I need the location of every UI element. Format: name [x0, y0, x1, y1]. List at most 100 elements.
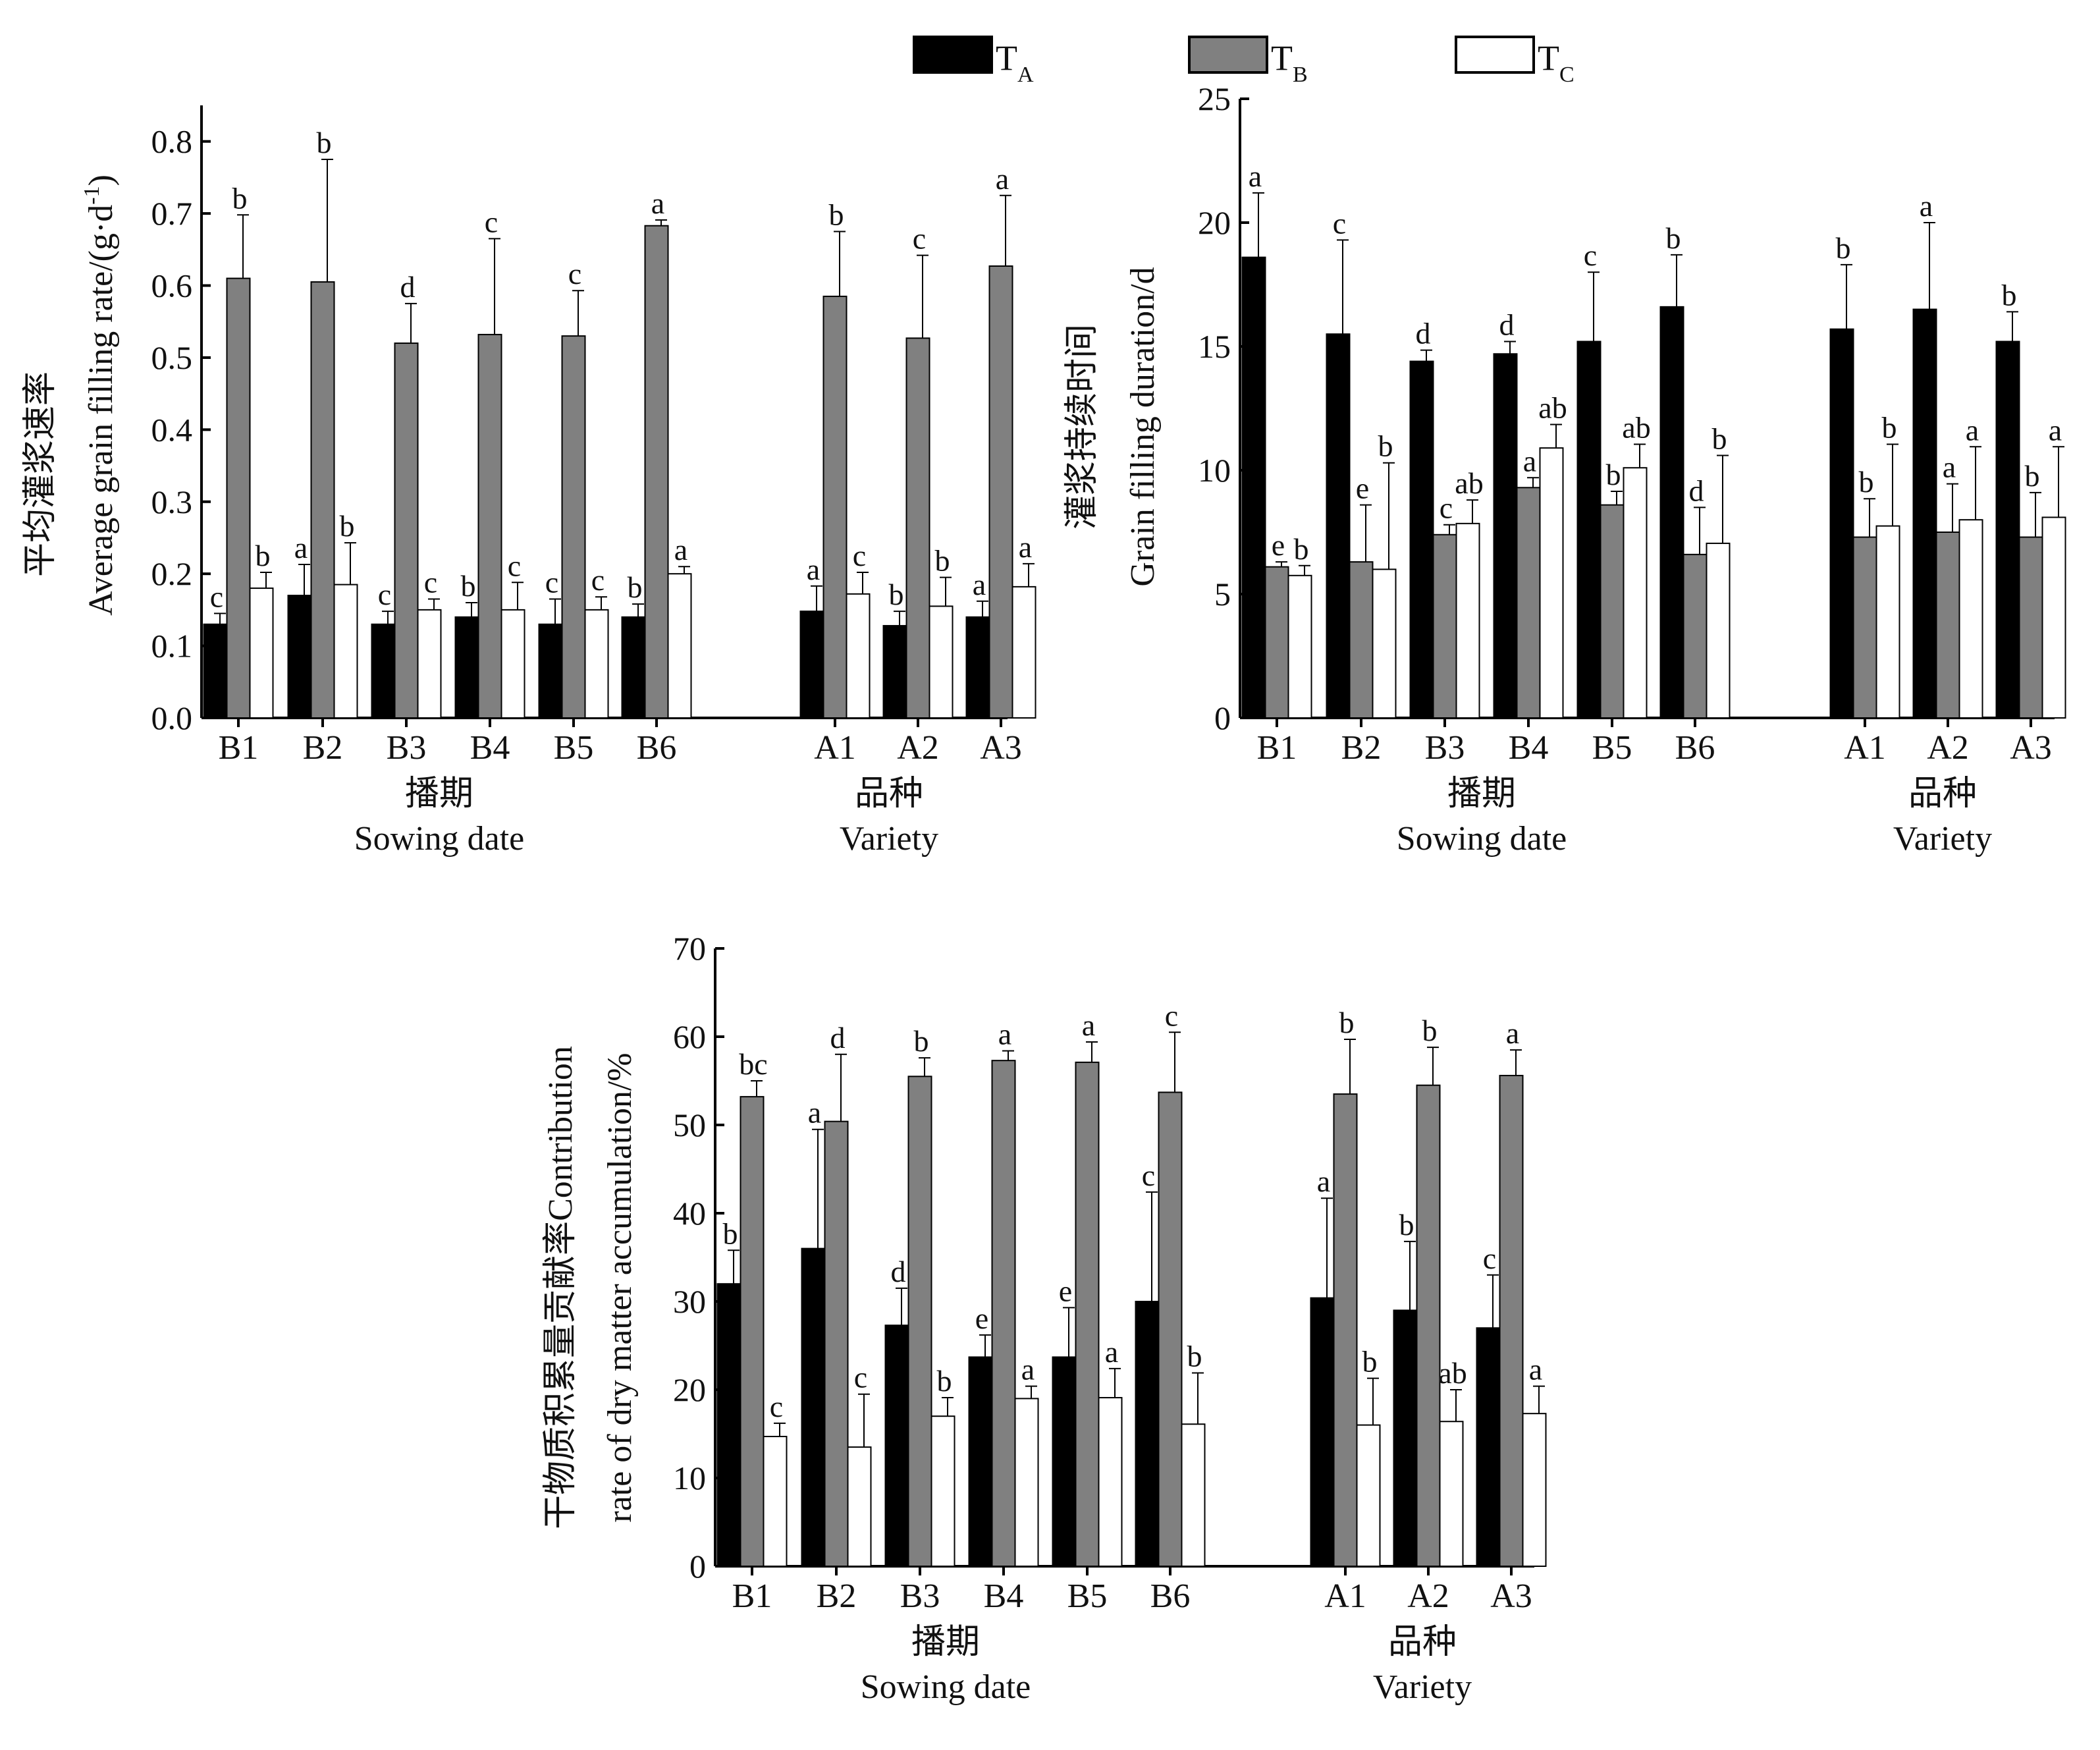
significance-letter: b: [914, 1024, 929, 1058]
significance-letter: b: [1712, 422, 1727, 455]
labels: B1cbbB2abbB3cdcB4bccB5cccB6baaA1abcA2bcb…: [210, 126, 1032, 858]
significance-letter: b: [1187, 1340, 1202, 1373]
significance-letter: ab: [1622, 411, 1650, 445]
y-tick-label: 20: [1198, 204, 1231, 241]
bar-ta-a1: [799, 611, 824, 719]
bar-tc-a1: [846, 593, 871, 719]
significance-letter: b: [1422, 1014, 1438, 1047]
bar-ta-b4: [454, 616, 479, 719]
y-tick-label: 10: [1198, 452, 1231, 489]
significance-letter: a: [1105, 1335, 1118, 1369]
bar-ta-a1: [1310, 1297, 1335, 1567]
y-axis-label-cn: 灌浆持续时间: [1063, 324, 1101, 530]
bar-ta-a3: [1476, 1327, 1501, 1567]
bar-tb-b6: [644, 225, 669, 719]
significance-letter: b: [1339, 1006, 1355, 1039]
bar-tb-a1: [1333, 1093, 1358, 1567]
x-tick-label: A3: [2010, 729, 2052, 767]
y-tick-label: 10: [673, 1460, 706, 1496]
significance-letter: a: [973, 568, 986, 601]
bar-tb-b1: [740, 1096, 765, 1567]
significance-letter: d: [891, 1255, 906, 1288]
x-tick-label: B1: [732, 1577, 772, 1615]
x-tick-label: B4: [984, 1577, 1024, 1615]
group-label-en: Sowing date: [354, 820, 525, 858]
significance-letter: b: [1882, 411, 1897, 445]
bar-ta-b1: [716, 1283, 741, 1567]
significance-letter: c: [913, 222, 926, 256]
significance-letter: c: [1165, 998, 1178, 1032]
significance-letter: a: [1506, 1016, 1519, 1050]
significance-letter: c: [1142, 1159, 1155, 1192]
group-label-cn: 品种: [855, 775, 923, 813]
bar-tc-a2: [1439, 1421, 1464, 1567]
bar-tc-b2: [333, 584, 358, 719]
significance-letter: d: [400, 270, 416, 304]
significance-letter: b: [1294, 532, 1309, 566]
significance-letter: a: [808, 1096, 821, 1130]
group-label-en: Sowing date: [861, 1668, 1031, 1706]
y-tick-label: 60: [673, 1018, 706, 1055]
y-tick-label: 50: [673, 1107, 706, 1143]
bar-tb-b6: [1683, 553, 1708, 719]
y-tick-label: 0: [1214, 699, 1231, 736]
significance-letter: a: [998, 1017, 1011, 1051]
x-tick-label: B4: [1509, 729, 1549, 767]
bar-tc-b1: [763, 1436, 788, 1568]
bar-tc-a1: [1875, 525, 1900, 719]
group-label-cn: 品种: [1388, 1624, 1457, 1661]
significance-letter: c: [1333, 206, 1346, 240]
significance-letter: c: [1584, 238, 1597, 272]
significance-letter: b: [1399, 1208, 1414, 1242]
x-tick-label: B4: [470, 729, 510, 767]
y-tick-label: 25: [1198, 80, 1231, 117]
significance-letter: d: [1416, 317, 1431, 350]
significance-letter: a: [674, 533, 687, 566]
bar-ta-a1: [1829, 328, 1854, 719]
bar-tb-a3: [1499, 1074, 1524, 1567]
bar-tc-b3: [930, 1415, 956, 1567]
group-label-cn: 品种: [1908, 775, 1977, 813]
significance-letter: c: [1483, 1242, 1496, 1275]
legend: TA TB TC: [913, 36, 1575, 87]
x-tick-label: B3: [387, 729, 427, 767]
x-tick-label: B1: [219, 729, 259, 767]
bar-tc-b5: [1623, 467, 1648, 719]
bars: [716, 1031, 1547, 1568]
significance-letter: c: [591, 563, 605, 597]
y-tick-label: 0.8: [151, 123, 193, 160]
significance-letter: b: [317, 126, 332, 159]
y-axis-label-line2: rate of dry matter accumulation/%: [601, 1053, 639, 1522]
bar-ta-b4: [968, 1356, 993, 1567]
significance-letter: b: [1836, 231, 1851, 265]
bar-tb-b2: [824, 1120, 849, 1567]
significance-letter: e: [1272, 528, 1285, 562]
significance-letter: bc: [739, 1047, 767, 1081]
significance-letter: b: [829, 198, 844, 231]
bar-ta-b4: [1493, 353, 1518, 719]
bar-tc-b4: [1539, 447, 1564, 719]
bar-ta-b3: [884, 1325, 909, 1568]
bar-tb-b3: [1432, 533, 1457, 719]
x-tick-label: A3: [980, 729, 1022, 767]
x-tick-label: B2: [303, 729, 343, 767]
y-tick-label: 30: [673, 1283, 706, 1320]
bar-tb-a1: [822, 295, 848, 719]
significance-letter: a: [1943, 451, 1956, 484]
significance-letter: b: [723, 1217, 738, 1250]
significance-letter: a: [1920, 189, 1933, 223]
bars: [1241, 192, 2066, 719]
significance-letter: c: [210, 580, 223, 613]
group-label-en: Variety: [1893, 820, 1992, 858]
significance-letter: b: [937, 1364, 952, 1398]
bar-tc-b1: [249, 588, 274, 719]
x-tick-label: A2: [1927, 729, 1969, 767]
significance-letter: b: [232, 181, 248, 215]
chart-dry-matter-contribution-rate: 干物质积累量贡献率Contribution rate of dry matter…: [542, 930, 1547, 1706]
chart-average-grain-filling-rate: 平均灌浆速率 Average grain filling rate/(g·d-1…: [22, 105, 1037, 858]
y-tick-label: 15: [1198, 328, 1231, 365]
y-tick-label: 70: [673, 930, 706, 967]
legend-item-ta: TA: [913, 36, 1034, 87]
group-label-en: Sowing date: [1397, 820, 1567, 858]
